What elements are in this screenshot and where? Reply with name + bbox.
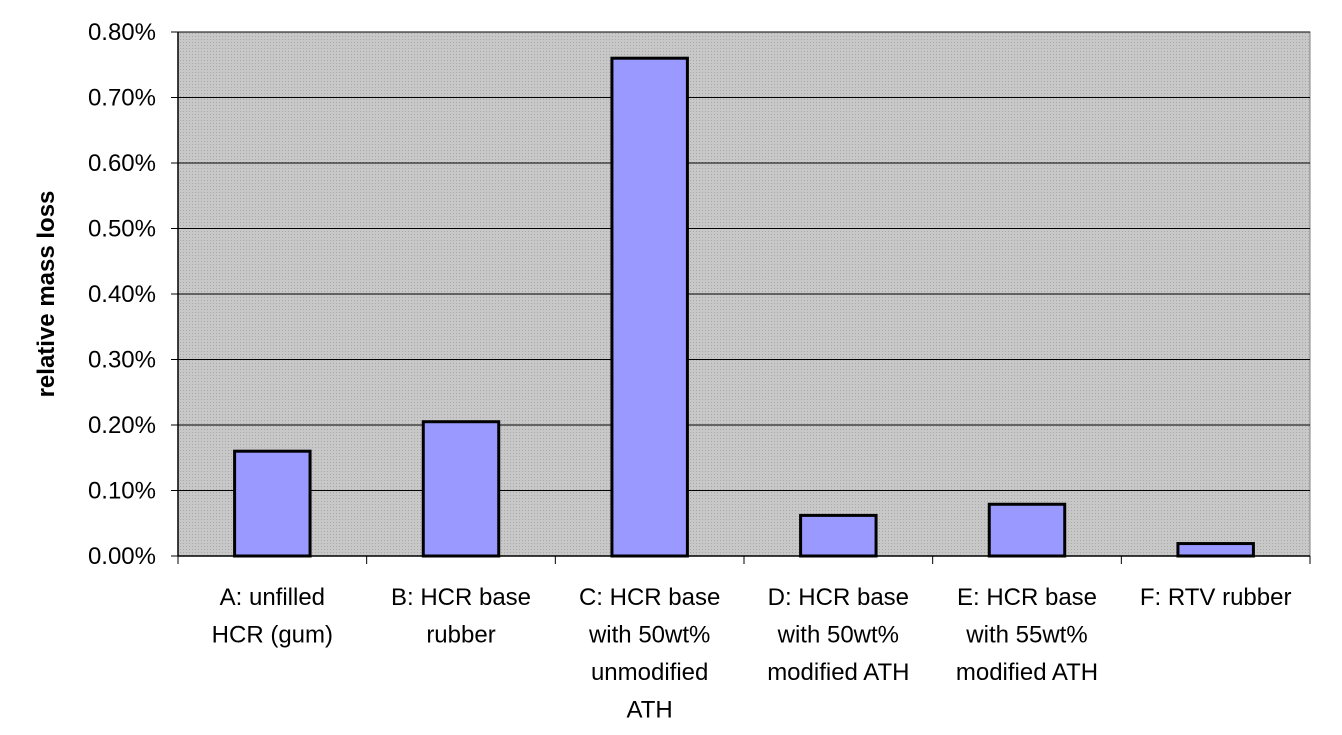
- y-tick-label: 0.60%: [88, 150, 156, 177]
- x-category-label-line: with 50wt%: [777, 622, 899, 649]
- x-category-label: F: RTV rubber: [1140, 584, 1292, 611]
- x-category-label-line: B: HCR base: [391, 584, 531, 611]
- y-tick-label: 0.20%: [88, 412, 156, 439]
- axes: [171, 31, 1311, 564]
- y-tick-label: 0.00%: [88, 543, 156, 570]
- y-tick-label: 0.80%: [88, 19, 156, 46]
- y-tick-labels: 0.00% 0.10% 0.20% 0.30% 0.40% 0.50% 0.60% 0.70%…: [88, 19, 156, 570]
- bar: [1176, 542, 1255, 558]
- x-category-label: A: unfilled HCR (gum): [212, 584, 333, 649]
- y-tick-label: 0.50%: [88, 216, 156, 243]
- x-category-label-line: with 50wt%: [588, 622, 710, 649]
- x-category-label-line: rubber: [426, 622, 495, 649]
- x-category-label-line: ATH: [627, 697, 673, 724]
- x-category-label-line: unmodified: [591, 659, 708, 686]
- bar: [799, 513, 878, 558]
- y-tick-label: 0.10%: [88, 478, 156, 505]
- x-category-label: E: HCR base with 55wt% modified ATH: [956, 584, 1098, 686]
- x-category-label: D: HCR base with 50wt% modified ATH: [767, 584, 909, 686]
- y-tick-label: 0.40%: [88, 281, 156, 308]
- gridlines: [178, 31, 1310, 491]
- y-tick-label: 0.30%: [88, 347, 156, 374]
- x-category-label-line: C: HCR base: [579, 584, 720, 611]
- x-category-label: B: HCR base rubber: [391, 584, 531, 649]
- x-category-labels: A: unfilled HCR (gum) B: HCR base rubber C: …: [212, 584, 1292, 724]
- x-category-label-line: modified ATH: [956, 659, 1098, 686]
- x-category-label-line: with 55wt%: [965, 622, 1087, 649]
- x-category-label-line: E: HCR base: [957, 584, 1097, 611]
- x-category-label-line: F: RTV rubber: [1140, 584, 1292, 611]
- y-axis-title: relative mass loss: [33, 191, 60, 398]
- bars: [233, 56, 1255, 558]
- y-tick-label: 0.70%: [88, 85, 156, 112]
- x-category-label-line: D: HCR base: [768, 584, 909, 611]
- bar: [987, 502, 1067, 558]
- bar: [233, 449, 312, 558]
- x-category-label: C: HCR base with 50wt% unmodified ATH: [579, 584, 720, 724]
- bar: [610, 56, 689, 558]
- x-category-label-line: HCR (gum): [212, 622, 333, 649]
- x-category-label-line: modified ATH: [767, 659, 909, 686]
- x-category-label-line: A: unfilled: [220, 584, 325, 611]
- bar: [421, 420, 501, 558]
